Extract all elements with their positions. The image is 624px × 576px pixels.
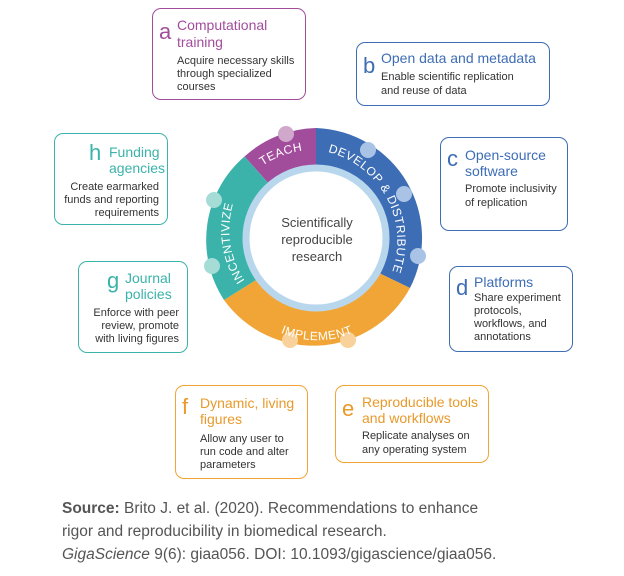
box-text: any operating system <box>362 444 467 456</box>
connector-dot-h <box>206 192 222 208</box>
box-letter: g <box>107 268 120 293</box>
box-letter: f <box>182 394 189 419</box>
box-text: Create earmarked <box>70 181 159 193</box>
box-text: Enable scientific replication <box>381 71 514 83</box>
box-title: Open data and metadata <box>381 50 536 66</box>
box-title: Computational <box>177 17 268 33</box>
box-title: policies <box>125 286 172 302</box>
box-title: Reproducible tools <box>362 394 478 410</box>
box-text: Share experiment <box>474 292 561 304</box>
box-journal-policies: g Journal policies Enforce with peer rev… <box>78 261 188 353</box>
box-title: Open-source <box>465 147 546 163</box>
center-label: Scientifically reproducible research <box>265 214 369 265</box>
box-open-source-software: c Open-source software Promote inclusivi… <box>440 137 568 231</box>
box-text: review, promote <box>101 320 179 332</box>
box-text: run code and alter <box>200 446 289 458</box>
box-letter: e <box>342 396 355 421</box>
box-text: through specialized <box>177 68 272 80</box>
center-line-1: Scientifically <box>281 215 353 230</box>
box-text: workflows, and <box>474 318 547 330</box>
inner-ring <box>242 164 390 312</box>
box-text: and reuse of data <box>381 85 467 97</box>
box-text: requirements <box>94 207 159 219</box>
box-text: annotations <box>474 331 531 343</box>
box-text: parameters <box>200 459 256 471</box>
connector-dot-g <box>204 258 220 274</box>
box-text: Enforce with peer <box>93 307 179 319</box>
box-text: Promote inclusivity <box>465 183 557 195</box>
center-line-3: research <box>291 249 343 264</box>
center-disc <box>250 172 382 304</box>
box-text: funds and reporting <box>64 194 159 206</box>
box-open-data: b Open data and metadata Enable scientif… <box>356 42 550 106</box>
box-title: agencies <box>109 160 166 176</box>
box-text: with living figures <box>95 333 179 345</box>
source-text: 9(6): giaa056. DOI: 10.1093/gigascience/… <box>149 546 497 563</box>
box-computational-training: a Computational training Acquire necessa… <box>152 8 306 100</box>
box-platforms: d Platforms Share experiment protocols, … <box>449 266 573 352</box>
box-reproducible-tools: e Reproducible tools and workflows Repli… <box>335 385 489 463</box>
box-letter: b <box>363 53 376 78</box>
box-letter: a <box>159 19 172 44</box>
box-text: of replication <box>465 197 528 209</box>
connector-dot-e <box>340 332 356 348</box>
ring-label-implement: IMPLEMENT <box>279 323 354 344</box>
connector-dot-c <box>396 186 412 202</box>
connector-dot-d <box>410 248 426 264</box>
source-text: rigor and reproducibility in biomedical … <box>62 523 387 540</box>
source-label: Source: <box>62 500 120 517</box>
box-title: and workflows <box>362 410 451 426</box>
connector-dot-a <box>278 126 294 142</box>
box-title: software <box>465 163 518 179</box>
ring-segment-develop <box>316 128 423 288</box>
box-text: Replicate analyses on <box>362 430 470 442</box>
connector-dot-b <box>360 142 376 158</box>
box-title: Funding <box>109 144 160 160</box>
cycle-diagram: TEACH DEVELOP & DISTRIBUTE IMPLEMENT INC… <box>204 126 426 348</box>
box-title: figures <box>200 411 243 427</box>
box-funding-agencies: h Funding agencies Create earmarked fund… <box>54 133 168 225</box>
box-title: Platforms <box>474 274 534 290</box>
ring-segment-teach <box>244 128 316 185</box>
box-title: Dynamic, living <box>200 395 295 411</box>
ring-segment-incentivize <box>206 156 270 300</box>
box-letter: h <box>89 140 102 165</box>
box-living-figures: f Dynamic, living figures Allow any user… <box>175 385 308 479</box>
connector-dot-f <box>282 332 298 348</box>
svg-text:IMPLEMENT: IMPLEMENT <box>279 323 354 344</box>
box-text: courses <box>177 81 216 93</box>
center-line-2: reproducible <box>281 232 353 247</box>
box-text: protocols, <box>474 305 522 317</box>
box-text: Acquire necessary skills <box>177 55 295 67</box>
box-letter: c <box>447 146 458 171</box>
box-text: Allow any user to <box>200 433 284 445</box>
source-journal: GigaScience <box>62 546 150 563</box>
box-title: Journal <box>125 270 171 286</box>
source-citation: Source: Brito J. et al. (2020). Recommen… <box>62 497 602 566</box>
box-letter: d <box>456 275 469 300</box>
box-title: training <box>177 34 223 50</box>
source-text: Brito J. et al. (2020). Recommendations … <box>119 500 479 517</box>
